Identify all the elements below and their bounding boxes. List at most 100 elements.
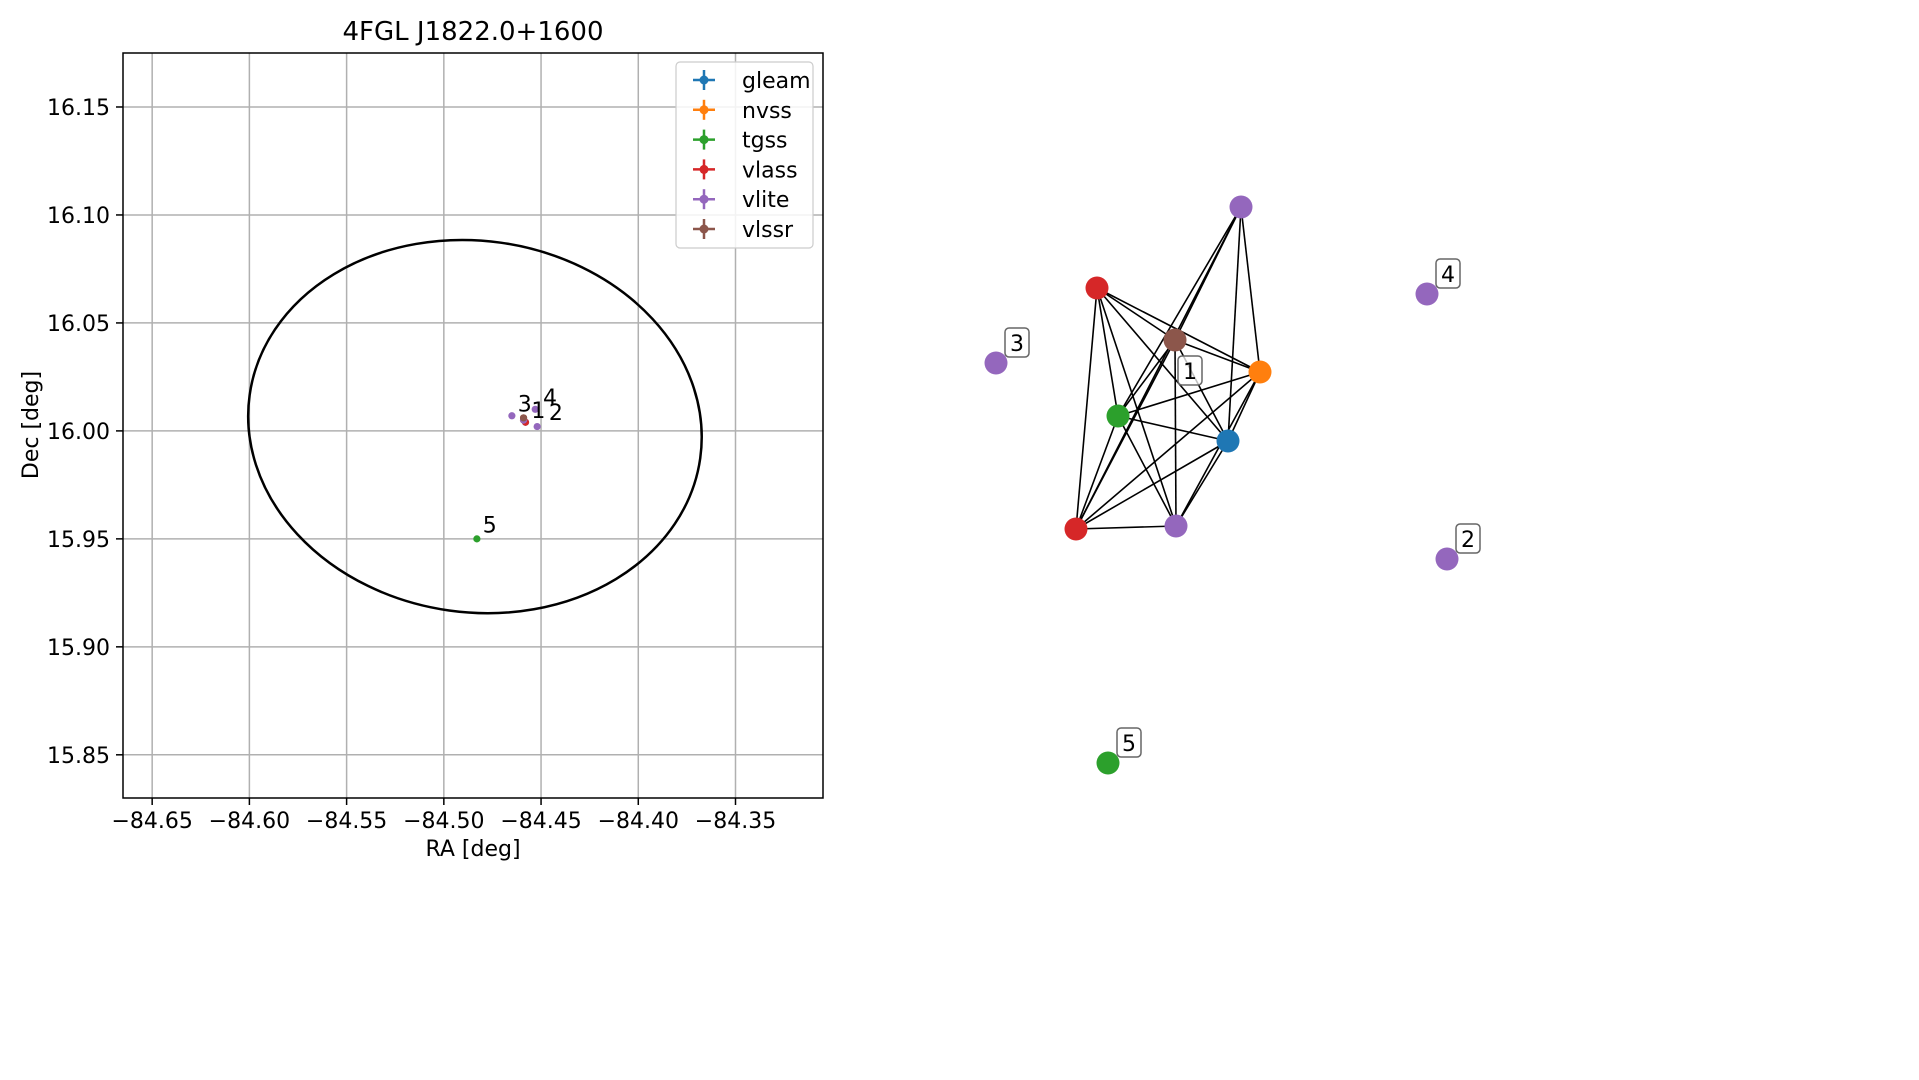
network-node — [1415, 282, 1439, 306]
y-tick-label: 16.10 — [47, 204, 110, 229]
data-point-vlssr — [519, 414, 528, 422]
error-ellipse-layer — [246, 238, 703, 615]
x-tick-label: −84.50 — [403, 809, 484, 834]
network-node — [1435, 547, 1459, 571]
node-label-text: 1 — [1183, 360, 1197, 385]
network-node — [1106, 404, 1130, 428]
y-axis-label: Dec [deg] — [19, 371, 44, 479]
network-node — [1229, 195, 1253, 219]
network-node — [984, 351, 1008, 375]
network-node — [1163, 328, 1187, 352]
network-edge — [1075, 371, 1261, 530]
network-edge — [1117, 371, 1261, 417]
y-tick-label: 16.15 — [47, 96, 110, 121]
legend-entry-vlass: vlass — [693, 158, 798, 183]
legend-label: nvss — [742, 99, 792, 124]
error-ellipse — [246, 238, 703, 615]
network-nodes — [984, 195, 1459, 775]
node-label-box — [1435, 258, 1461, 289]
node-label: 5 — [1116, 727, 1142, 758]
network-edge — [1175, 440, 1229, 527]
network-node — [1248, 360, 1272, 384]
legend-marker-dot — [699, 105, 709, 115]
network-edge — [1096, 287, 1176, 341]
network-node — [1216, 429, 1240, 453]
legend-entry-nvss: nvss — [693, 99, 792, 124]
network-edge — [1117, 206, 1242, 417]
node-label-box — [1116, 727, 1142, 758]
point-annotations: 3 142 5 — [483, 386, 563, 538]
network-edge — [1117, 339, 1176, 417]
point-annotation: 5 — [483, 513, 497, 538]
y-tick-label: 15.95 — [47, 528, 110, 553]
node-label-text: 3 — [1010, 332, 1024, 357]
network-edge — [1174, 339, 1261, 373]
data-point-tgss — [473, 535, 481, 543]
node-label-text: 5 — [1122, 732, 1136, 757]
x-tick-label: −84.55 — [306, 809, 387, 834]
node-label: 2 — [1455, 523, 1481, 554]
data-points-layer — [473, 405, 541, 543]
y-tick-label: 16.00 — [47, 420, 110, 445]
node-label-box — [1455, 523, 1481, 554]
node-label: 3 — [1004, 327, 1030, 358]
legend-entry-tgss: tgss — [693, 129, 788, 154]
network-edge — [1075, 339, 1176, 530]
x-tick-label: −84.60 — [209, 809, 290, 834]
data-point-vlite — [508, 412, 516, 420]
legend: gleam nvss tgss vlass vlite vlssr — [675, 61, 814, 249]
node-label: 1 — [1177, 355, 1203, 386]
x-tick-label: −84.35 — [695, 809, 776, 834]
node-label-text: 2 — [1461, 528, 1475, 553]
data-point-vlite — [531, 405, 539, 413]
x-axis-ticks: −84.65 −84.60 −84.55 −84.50 −84.45 −84.40 −84.… — [111, 798, 776, 834]
network-edge — [1096, 287, 1177, 527]
network-edges — [1075, 206, 1261, 530]
legend-label: vlass — [742, 158, 798, 183]
point-annotation: 1 — [531, 399, 545, 424]
network-edge — [1117, 415, 1229, 442]
legend-label: vlite — [742, 188, 789, 213]
network-edge — [1174, 339, 1177, 527]
point-annotation: 2 — [549, 401, 563, 426]
node-label-box — [1004, 327, 1030, 358]
network-edge — [1075, 525, 1177, 530]
network-edge — [1227, 371, 1261, 442]
network-labels: 3 4 2 5 1 — [1004, 258, 1481, 758]
plot-frame — [122, 52, 824, 799]
y-axis-ticks: 15.85 15.90 15.95 16.00 16.05 16.10 16.15 — [47, 96, 123, 769]
legend-label: vlssr — [742, 218, 794, 243]
legend-entry-vlite: vlite — [693, 188, 789, 213]
network-edge — [1096, 287, 1119, 417]
point-annotation: 4 — [543, 386, 557, 411]
network-edge — [1075, 287, 1098, 530]
network-node — [1064, 517, 1088, 541]
node-label-text: 4 — [1441, 263, 1455, 288]
network-edge — [1175, 371, 1261, 527]
network-node — [1164, 514, 1188, 538]
node-label-box — [1177, 355, 1203, 386]
network-edge — [1075, 440, 1229, 530]
x-tick-label: −84.65 — [111, 809, 192, 834]
x-axis-label: RA [deg] — [425, 837, 520, 862]
network-edge — [1227, 206, 1242, 442]
network-edge — [1240, 206, 1261, 373]
legend-entry-gleam: gleam — [693, 69, 811, 94]
y-tick-label: 16.05 — [47, 312, 110, 337]
legend-marker-dot — [699, 164, 709, 174]
legend-label: tgss — [742, 129, 788, 154]
legend-entry-vlssr: vlssr — [693, 218, 794, 243]
y-tick-label: 15.90 — [47, 636, 110, 661]
network-edge — [1117, 415, 1177, 527]
legend-marker-dot — [699, 135, 709, 145]
y-tick-label: 15.85 — [47, 744, 110, 769]
network-panel: 3 4 2 5 1 — [984, 195, 1481, 775]
data-point-vlite — [533, 422, 541, 431]
legend-label: gleam — [742, 69, 811, 94]
point-annotation: 3 — [518, 392, 532, 417]
grid-lines — [123, 53, 823, 798]
legend-marker-dot — [699, 224, 709, 234]
